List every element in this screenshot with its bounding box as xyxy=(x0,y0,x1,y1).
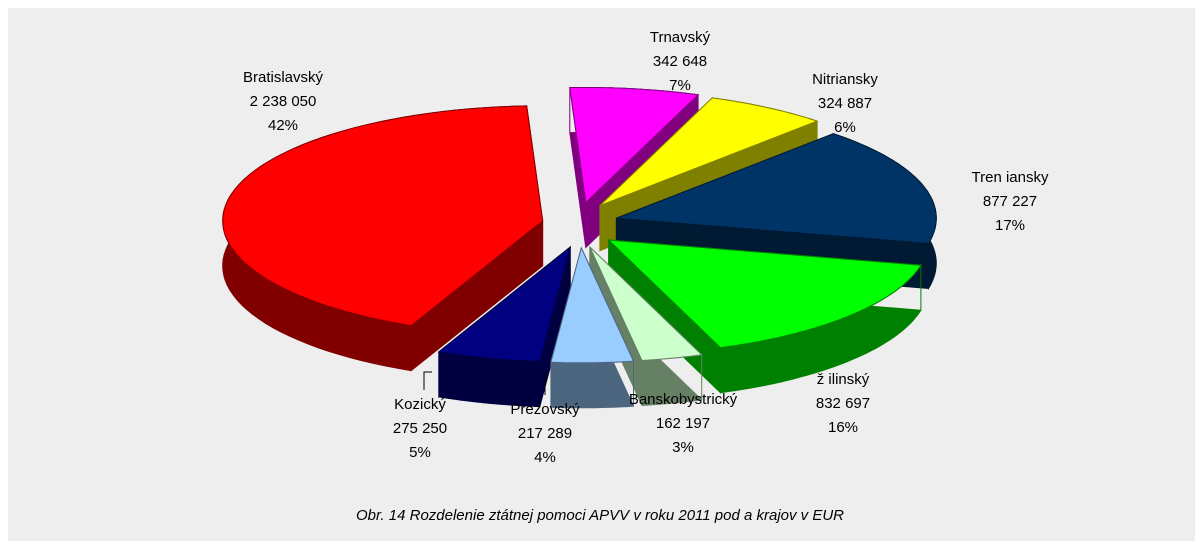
slice xyxy=(607,239,922,349)
leader-line xyxy=(423,371,432,390)
percent-label: 3% xyxy=(672,439,694,456)
slice-label: Banskobystrický xyxy=(629,391,738,408)
percent-label: 5% xyxy=(409,444,431,461)
value-label: 877 227 xyxy=(983,193,1037,210)
caption: Obr. 14 Rozdelenie ztátnej pomoci APVV v… xyxy=(356,507,844,524)
slice xyxy=(550,246,635,364)
slice-label: Nitriansky xyxy=(812,71,878,88)
slice-label: Kozický xyxy=(394,396,446,413)
slice-label: Prezovský xyxy=(510,401,580,418)
percent-label: 42% xyxy=(268,117,298,134)
percent-label: 17% xyxy=(995,217,1025,234)
value-label: 324 887 xyxy=(818,95,872,112)
slice xyxy=(616,133,937,244)
slice xyxy=(599,97,819,207)
slice xyxy=(222,105,544,327)
percent-label: 4% xyxy=(534,449,556,466)
value-label: 2 238 050 xyxy=(250,93,317,110)
percent-label: 6% xyxy=(834,119,856,136)
slice xyxy=(437,245,572,362)
value-label: 275 250 xyxy=(393,420,447,437)
slice xyxy=(589,246,703,362)
slice-label: ž ilinský xyxy=(817,371,870,388)
slice-label: Bratislavský xyxy=(243,69,324,86)
slice xyxy=(569,87,700,204)
value-label: 832 697 xyxy=(816,395,870,412)
percent-label: 16% xyxy=(828,419,858,436)
slice-label: Trnavský xyxy=(650,29,711,46)
slice-label: Tren iansky xyxy=(972,169,1049,186)
value-label: 342 648 xyxy=(653,53,707,70)
percent-label: 7% xyxy=(669,77,691,94)
value-label: 217 289 xyxy=(518,425,572,442)
value-label: 162 197 xyxy=(656,415,710,432)
